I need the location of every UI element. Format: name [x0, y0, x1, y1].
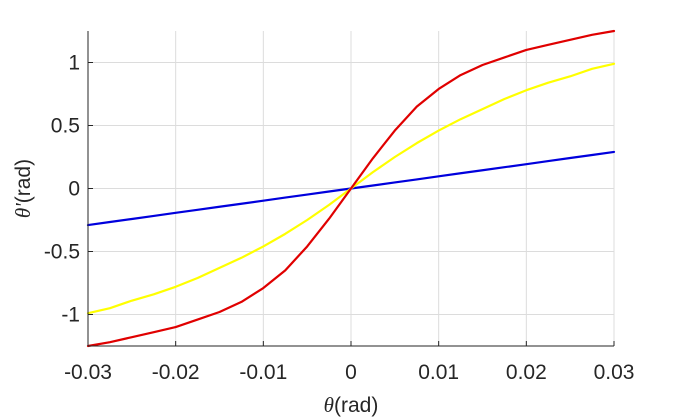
y-tick-label: -1 [61, 304, 80, 327]
x-tick-label: -0.01 [239, 361, 287, 384]
y-tick-label: 0 [68, 178, 80, 201]
series-line-3 [86, 29, 616, 348]
y-tick-label: 1 [68, 52, 80, 75]
x-axis-unit: (rad) [334, 394, 378, 417]
x-tick-label: 0.01 [418, 361, 459, 384]
x-axis-symbol: θ [324, 393, 334, 417]
x-tick-label: -0.03 [64, 361, 112, 384]
axes [87, 31, 615, 347]
x-tick-label: 0.03 [594, 361, 635, 384]
x-tick-label: -0.02 [152, 361, 200, 384]
x-tick-label: 0 [345, 361, 357, 384]
x-axis-label: θ(rad) [324, 393, 379, 417]
y-axis-unit: (rad) [12, 159, 35, 203]
y-axis-label: θ'(rad) [11, 159, 35, 218]
y-tick-labels: -1 -0.5 0 0.5 1 [44, 52, 80, 327]
series-group [86, 29, 616, 348]
y-tick-label: 0.5 [51, 115, 80, 138]
x-tick-label: 0.02 [506, 361, 547, 384]
grid [87, 31, 615, 346]
y-axis-symbol: θ' [11, 203, 35, 218]
y-tick-label: -0.5 [44, 241, 80, 264]
x-tick-labels: -0.03 -0.02 -0.01 0 0.01 0.02 0.03 [64, 361, 634, 384]
